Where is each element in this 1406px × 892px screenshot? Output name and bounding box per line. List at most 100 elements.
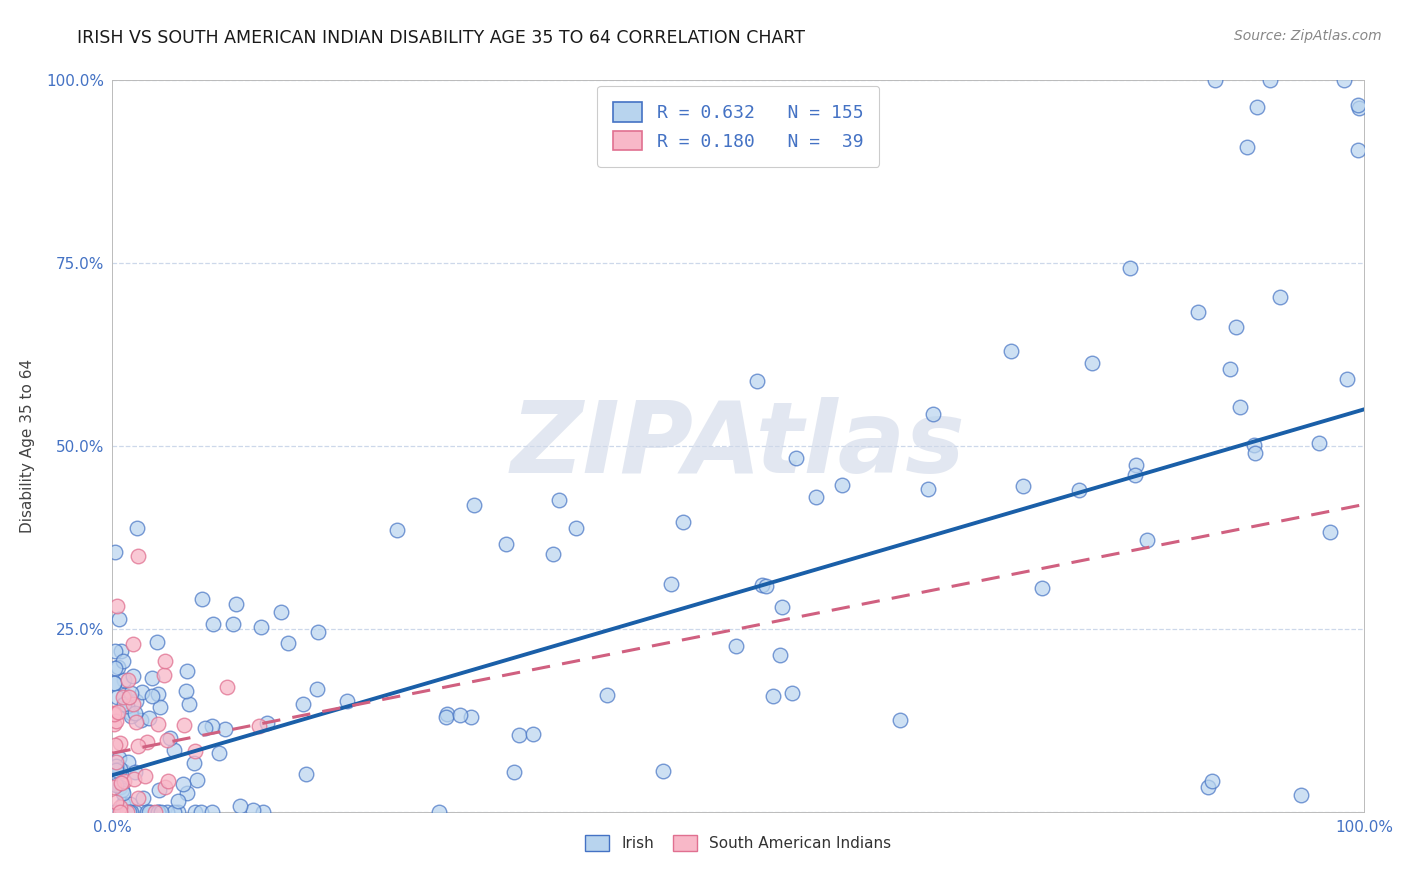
Point bbox=[125, 714, 148, 729]
Point bbox=[104, 755, 127, 769]
Point bbox=[127, 791, 149, 805]
Point bbox=[194, 721, 217, 735]
Point bbox=[184, 744, 207, 758]
Point bbox=[270, 605, 292, 619]
Point bbox=[146, 635, 169, 649]
Point bbox=[565, 521, 588, 535]
Point bbox=[104, 661, 127, 675]
Point bbox=[191, 592, 214, 607]
Point bbox=[104, 763, 127, 777]
Point bbox=[1198, 780, 1220, 795]
Point bbox=[780, 686, 803, 700]
Point bbox=[117, 699, 139, 714]
Point bbox=[1347, 98, 1369, 112]
Point bbox=[917, 482, 939, 496]
Point bbox=[125, 694, 148, 708]
Point bbox=[1258, 73, 1281, 87]
Point bbox=[120, 708, 142, 723]
Point bbox=[148, 716, 170, 731]
Point bbox=[889, 713, 911, 727]
Point bbox=[449, 707, 471, 722]
Point bbox=[1123, 468, 1146, 483]
Point bbox=[434, 709, 457, 723]
Point bbox=[148, 687, 170, 701]
Point bbox=[163, 805, 186, 819]
Point bbox=[120, 686, 142, 700]
Point bbox=[762, 690, 785, 704]
Point bbox=[104, 796, 127, 810]
Point bbox=[107, 612, 129, 626]
Point bbox=[105, 599, 128, 614]
Point bbox=[247, 719, 270, 733]
Point bbox=[1336, 372, 1358, 386]
Point bbox=[124, 764, 146, 779]
Point bbox=[1243, 438, 1265, 452]
Point bbox=[107, 706, 129, 720]
Point bbox=[202, 616, 225, 631]
Point bbox=[153, 780, 176, 794]
Point bbox=[179, 697, 201, 711]
Point bbox=[745, 374, 768, 388]
Point bbox=[103, 676, 125, 690]
Point bbox=[155, 654, 177, 668]
Point bbox=[122, 772, 145, 786]
Point bbox=[149, 699, 172, 714]
Point bbox=[105, 759, 128, 773]
Point bbox=[596, 688, 619, 702]
Point bbox=[385, 523, 408, 537]
Point bbox=[186, 773, 208, 788]
Point bbox=[112, 688, 135, 702]
Point bbox=[427, 805, 450, 819]
Point bbox=[141, 689, 163, 703]
Point bbox=[134, 768, 156, 782]
Point bbox=[156, 773, 179, 788]
Point bbox=[104, 544, 127, 558]
Point bbox=[1243, 445, 1265, 459]
Point bbox=[103, 706, 125, 720]
Point bbox=[250, 620, 273, 634]
Legend: Irish, South American Indians: Irish, South American Indians bbox=[578, 827, 898, 859]
Point bbox=[651, 764, 673, 779]
Point bbox=[124, 706, 146, 721]
Point bbox=[103, 675, 125, 690]
Point bbox=[307, 681, 329, 696]
Point bbox=[336, 694, 359, 708]
Point bbox=[146, 805, 169, 819]
Point bbox=[1347, 143, 1369, 157]
Point bbox=[201, 805, 224, 819]
Point bbox=[103, 707, 125, 722]
Point bbox=[112, 773, 135, 788]
Point bbox=[201, 719, 224, 733]
Point bbox=[176, 684, 198, 698]
Point bbox=[755, 579, 778, 593]
Point bbox=[1000, 343, 1022, 358]
Point bbox=[436, 706, 458, 721]
Point bbox=[104, 738, 127, 752]
Text: ZIPAtlas: ZIPAtlas bbox=[510, 398, 966, 494]
Point bbox=[1319, 524, 1341, 539]
Point bbox=[1125, 458, 1147, 472]
Point bbox=[751, 577, 773, 591]
Text: IRISH VS SOUTH AMERICAN INDIAN DISABILITY AGE 35 TO 64 CORRELATION CHART: IRISH VS SOUTH AMERICAN INDIAN DISABILIT… bbox=[77, 29, 806, 46]
Point bbox=[118, 805, 141, 819]
Point bbox=[118, 805, 141, 819]
Point bbox=[148, 783, 170, 797]
Point bbox=[252, 805, 274, 819]
Point bbox=[1229, 400, 1251, 414]
Point bbox=[104, 644, 127, 658]
Y-axis label: Disability Age 35 to 64: Disability Age 35 to 64 bbox=[20, 359, 35, 533]
Point bbox=[163, 743, 186, 757]
Point bbox=[138, 805, 160, 819]
Point bbox=[110, 776, 132, 790]
Point bbox=[1333, 73, 1355, 87]
Point bbox=[138, 805, 160, 819]
Point bbox=[831, 478, 853, 492]
Point bbox=[167, 805, 190, 819]
Point bbox=[110, 799, 132, 814]
Point bbox=[112, 786, 135, 800]
Point bbox=[785, 451, 807, 466]
Point bbox=[141, 671, 163, 685]
Point bbox=[1219, 362, 1241, 376]
Point bbox=[1236, 140, 1258, 154]
Point bbox=[166, 794, 188, 808]
